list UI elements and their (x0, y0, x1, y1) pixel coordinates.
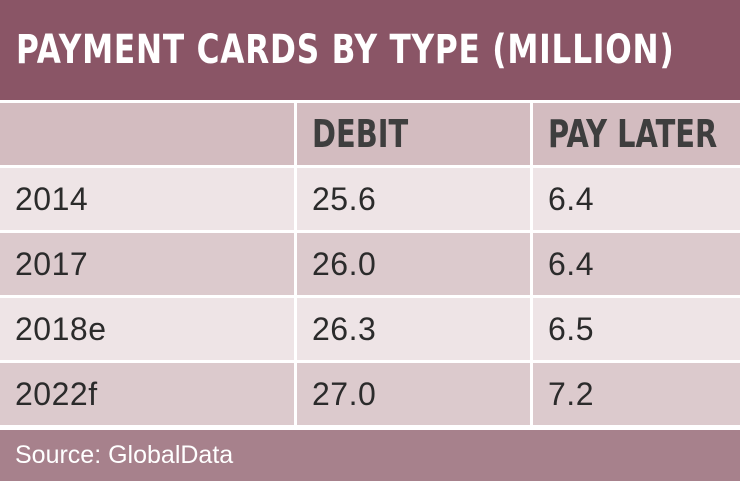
table-title: PAYMENT CARDS BY TYPE (MILLION) (16, 27, 675, 73)
row-year-cell: 2017 (0, 233, 294, 295)
row-value-cell: 26.0 (297, 233, 530, 295)
row-value-cell: 6.4 (533, 168, 740, 230)
row-value-cell: 27.0 (297, 363, 530, 425)
header-cell-debit: DEBIT (297, 103, 530, 165)
row-value-cell: 26.3 (297, 298, 530, 360)
header-cell-blank (0, 103, 294, 165)
row-value-cell: 6.4 (533, 233, 740, 295)
row-value-cell: 7.2 (533, 363, 740, 425)
header-label: PAY LATER (548, 112, 718, 156)
row-year-cell: 2022f (0, 363, 294, 425)
header-cell-pay-later: PAY LATER (533, 103, 740, 165)
row-value-cell: 6.5 (533, 298, 740, 360)
row-year-cell: 2014 (0, 168, 294, 230)
source-note: Source: GlobalData (0, 430, 740, 481)
header-label: DEBIT (312, 112, 409, 156)
row-year-cell: 2018e (0, 298, 294, 360)
title-bar: PAYMENT CARDS BY TYPE (MILLION) (0, 0, 740, 100)
row-value-cell: 25.6 (297, 168, 530, 230)
